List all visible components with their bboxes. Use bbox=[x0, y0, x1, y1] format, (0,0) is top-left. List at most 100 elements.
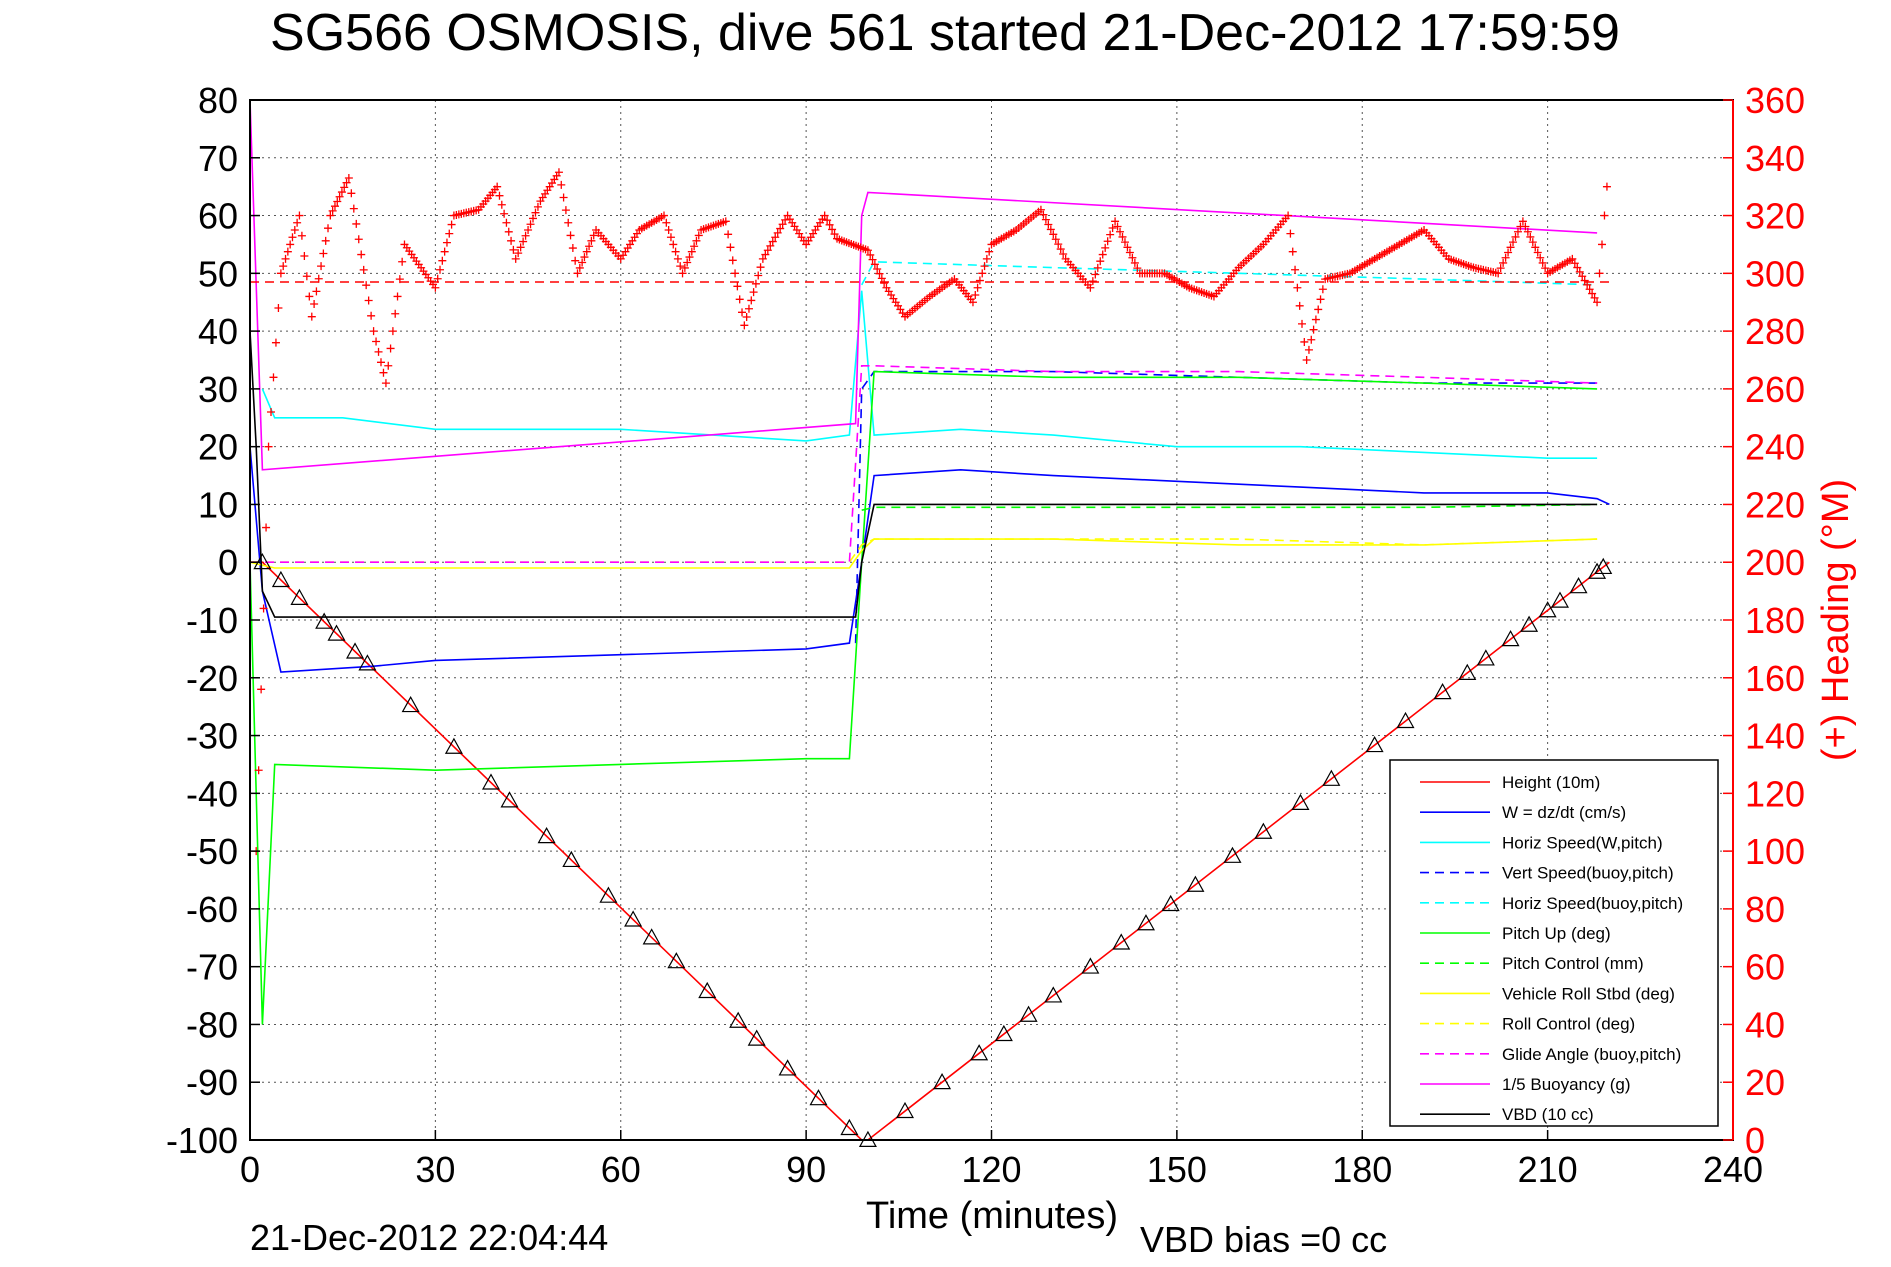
heading-point bbox=[514, 249, 523, 258]
heading-point bbox=[683, 258, 692, 267]
y-left-tick-label: -10 bbox=[186, 600, 238, 641]
heading-point bbox=[335, 192, 344, 201]
series-line-8 bbox=[249, 538, 1598, 569]
heading-point bbox=[344, 174, 353, 182]
heading-point bbox=[431, 283, 440, 292]
heading-point bbox=[504, 227, 513, 236]
heading-point bbox=[286, 240, 295, 249]
depth-marker-triangle bbox=[1161, 894, 1180, 912]
heading-point bbox=[1111, 217, 1120, 226]
heading-point bbox=[662, 218, 671, 227]
y-left-tick-label: -20 bbox=[186, 658, 238, 699]
heading-point bbox=[735, 295, 744, 304]
heading-point bbox=[1130, 258, 1139, 267]
y-left-tick-label: -70 bbox=[186, 947, 238, 988]
depth-marker-triangle bbox=[624, 910, 643, 927]
heading-point bbox=[554, 168, 563, 177]
heading-point bbox=[1054, 240, 1063, 249]
heading-point bbox=[328, 206, 337, 215]
y-left-tick-label: 20 bbox=[198, 427, 238, 468]
x-tick-label: 90 bbox=[786, 1149, 826, 1190]
y-right-tick-label: 340 bbox=[1745, 138, 1805, 179]
heading-point bbox=[1568, 254, 1577, 263]
heading-point bbox=[393, 292, 402, 301]
y-right-tick-label: 180 bbox=[1745, 600, 1805, 641]
heading-point bbox=[269, 373, 278, 382]
y-left-tick-label: -60 bbox=[186, 889, 238, 930]
series-line-6 bbox=[249, 370, 1598, 1025]
heading-point bbox=[763, 246, 772, 255]
depth-marker-triangle bbox=[698, 981, 717, 999]
depth-marker-triangle bbox=[1538, 601, 1557, 618]
heading-point bbox=[1533, 248, 1542, 257]
heading-point bbox=[362, 281, 371, 290]
heading-point bbox=[519, 237, 528, 246]
heading-point bbox=[267, 408, 276, 416]
heading-point bbox=[384, 361, 393, 370]
heading-point bbox=[1116, 227, 1125, 236]
heading-point bbox=[1041, 215, 1050, 224]
heading-point bbox=[781, 215, 790, 224]
series-line-7 bbox=[861, 503, 1598, 511]
heading-point bbox=[1600, 211, 1609, 220]
y-right-tick-label: 0 bbox=[1745, 1120, 1765, 1161]
y-right-tick-label: 100 bbox=[1745, 831, 1805, 872]
depth-marker-triangle bbox=[667, 952, 686, 969]
legend: Height (10m) W = dz/dt (cm/s) Horiz Speed(… bbox=[1389, 759, 1719, 1127]
depth-marker-triangle bbox=[970, 1044, 989, 1061]
footer-vbd-bias: VBD bias =0 cc bbox=[1140, 1219, 1387, 1260]
heading-point bbox=[975, 276, 984, 285]
legend-label-5: Horiz Speed(buoy,pitch) bbox=[1502, 894, 1683, 913]
heading-point bbox=[302, 272, 311, 281]
y-axis-right-ticks: 3603403203002802602402202001801601401201… bbox=[1723, 80, 1805, 1161]
depth-marker-triangle bbox=[1594, 557, 1613, 575]
heading-point bbox=[868, 255, 877, 264]
depth-marker-triangle bbox=[809, 1089, 828, 1106]
y-left-tick-label: 80 bbox=[198, 80, 238, 121]
depth-marker-triangle bbox=[1476, 649, 1495, 666]
heading-point bbox=[524, 226, 533, 234]
heading-point bbox=[973, 283, 982, 292]
heading-point bbox=[312, 287, 321, 296]
heading-point bbox=[493, 182, 502, 191]
heading-point bbox=[521, 231, 530, 240]
y-left-tick-label: -50 bbox=[186, 831, 238, 872]
heading-point bbox=[1593, 298, 1602, 307]
heading-point bbox=[433, 274, 442, 283]
x-axis-label: Time (minutes) bbox=[866, 1195, 1118, 1237]
heading-point bbox=[575, 263, 584, 272]
heading-point bbox=[281, 254, 290, 263]
heading-point bbox=[447, 220, 456, 229]
heading-point bbox=[1536, 253, 1545, 262]
heading-point bbox=[1496, 264, 1505, 273]
y-left-tick-label: 0 bbox=[218, 542, 238, 583]
depth-marker-triangle bbox=[1044, 986, 1063, 1003]
heading-point bbox=[367, 311, 376, 320]
heading-point bbox=[585, 242, 594, 251]
heading-point bbox=[690, 242, 699, 251]
heading-point bbox=[1316, 295, 1325, 304]
heading-point bbox=[875, 269, 884, 278]
heading-point bbox=[495, 191, 504, 200]
heading-point bbox=[337, 188, 346, 197]
heading-point bbox=[264, 442, 273, 451]
heading-point bbox=[587, 236, 596, 245]
heading-point bbox=[676, 262, 685, 271]
y-left-tick-label: 50 bbox=[198, 253, 238, 294]
series-line-3 bbox=[261, 290, 1598, 460]
legend-box bbox=[1389, 759, 1719, 1127]
heading-point bbox=[1494, 269, 1503, 278]
heading-point bbox=[321, 236, 330, 245]
heading-point bbox=[1531, 243, 1540, 252]
y-right-tick-label: 60 bbox=[1745, 947, 1785, 988]
heading-point bbox=[300, 252, 309, 260]
legend-label-3: Horiz Speed(W,pitch) bbox=[1502, 833, 1663, 852]
heading-point bbox=[436, 265, 445, 274]
heading-point bbox=[1302, 356, 1311, 364]
heading-point bbox=[1128, 253, 1137, 262]
depth-marker-triangle bbox=[1569, 577, 1588, 594]
heading-point bbox=[288, 233, 297, 242]
heading-point bbox=[1106, 230, 1115, 239]
depth-marker-triangle bbox=[1588, 562, 1607, 579]
